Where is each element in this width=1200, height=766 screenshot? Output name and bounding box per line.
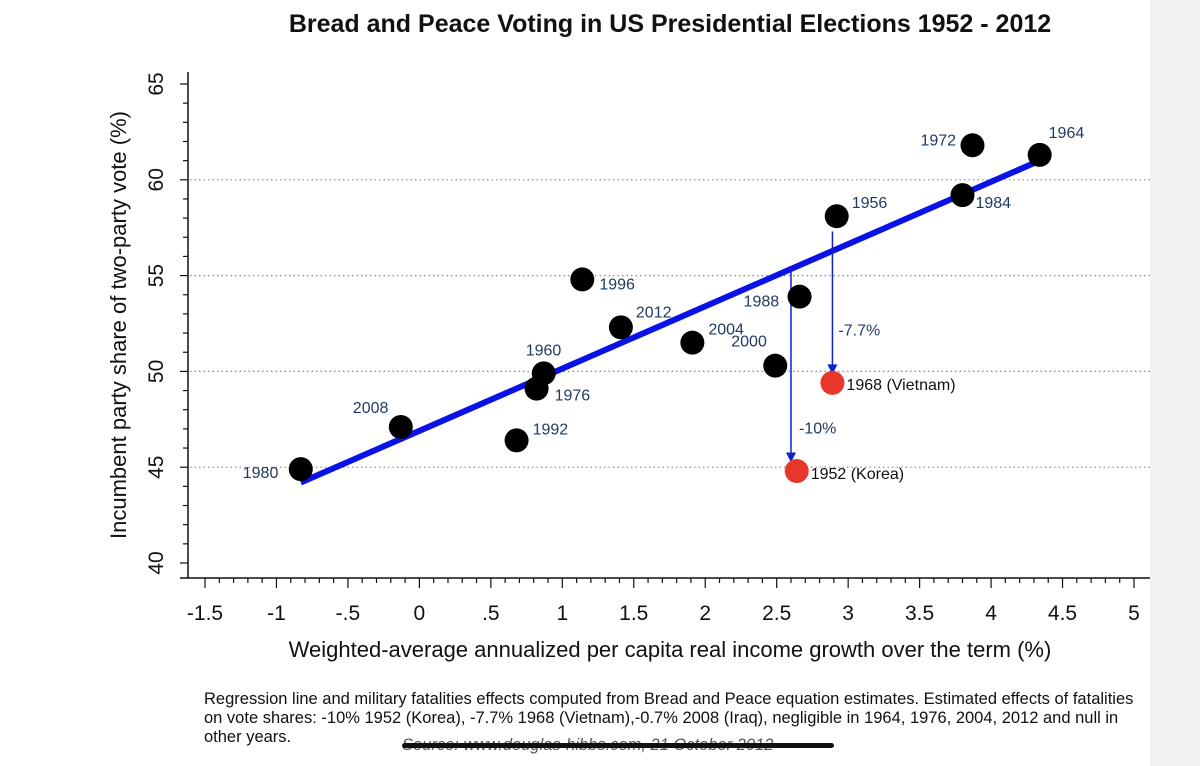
y-axis-title: Incumbent party share of two-party vote … xyxy=(106,111,131,539)
chart-caption: Regression line and military fatalities … xyxy=(204,690,1134,746)
point-label: 2004 xyxy=(708,322,744,339)
regression-line-group xyxy=(299,157,1041,486)
point-1960 xyxy=(531,361,556,386)
effect-label: -7.7% xyxy=(838,322,880,339)
y-tick-label: 55 xyxy=(145,264,168,287)
effect-arrow-head xyxy=(827,364,838,375)
x-tick-label: 4.5 xyxy=(1048,602,1077,625)
effect-label: -10% xyxy=(799,420,836,437)
point-2000 xyxy=(763,353,788,378)
point-label: 1992 xyxy=(533,421,569,438)
chart-title: Bread and Peace Voting in US Presidentia… xyxy=(289,10,1051,38)
x-tick-label: 5 xyxy=(1128,602,1140,625)
y-tick-label: 40 xyxy=(145,551,168,574)
point-label: 2008 xyxy=(353,400,389,417)
strike-through-mark xyxy=(402,743,834,748)
fatality-effect-arrows: -10% -7.7% xyxy=(785,231,880,463)
y-tick-label: 45 xyxy=(145,456,168,479)
x-tick-label: -.5 xyxy=(336,602,361,625)
x-tick-label: -1 xyxy=(267,602,286,625)
x-tick-label: 3.5 xyxy=(905,602,934,625)
point-label: 1952 (Korea) xyxy=(811,466,904,483)
point-1984 xyxy=(950,183,975,208)
point-label: 1964 xyxy=(1049,125,1085,142)
point-1980 xyxy=(288,457,313,482)
point-label: 1968 (Vietnam) xyxy=(846,377,955,394)
x-tick-label: 1 xyxy=(556,602,568,625)
point-1996 xyxy=(570,267,595,292)
point-1968 xyxy=(820,370,845,395)
point-1952 xyxy=(784,459,809,484)
y-tick-label: 60 xyxy=(145,168,168,191)
y-tick-label: 65 xyxy=(145,72,168,95)
y-tick-label: 50 xyxy=(145,360,168,383)
point-1988 xyxy=(787,284,812,309)
x-tick-label: 2 xyxy=(699,602,711,625)
point-label: 1980 xyxy=(243,465,279,482)
x-axis-ticks: -1.5 -1 -.5 0 .5 1 1.5 2 2.5 3 3.5 4 4.5 5 xyxy=(187,578,1140,625)
point-2004 xyxy=(680,330,705,355)
x-tick-label: .5 xyxy=(482,602,500,625)
point-label: 1972 xyxy=(920,132,956,149)
point-label: 2000 xyxy=(731,334,767,351)
x-tick-label: -1.5 xyxy=(187,602,223,625)
y-axis-ticks: 40 45 50 55 60 65 xyxy=(145,72,188,575)
x-tick-label: 3 xyxy=(842,602,854,625)
point-label: 2012 xyxy=(636,304,672,321)
point-label: 1996 xyxy=(599,276,635,293)
point-1956 xyxy=(824,204,849,229)
point-1992 xyxy=(504,428,529,453)
x-tick-label: 1.5 xyxy=(619,602,648,625)
point-label: 1960 xyxy=(526,342,562,359)
page: Bread and Peace Voting in US Presidentia… xyxy=(0,0,1150,766)
point-label: 1976 xyxy=(555,388,591,405)
point-label: 1988 xyxy=(744,294,780,311)
scatter-chart: Bread and Peace Voting in US Presidentia… xyxy=(106,10,1150,662)
x-tick-label: 4 xyxy=(985,602,997,625)
point-2008 xyxy=(388,414,413,439)
point-label: 1984 xyxy=(975,195,1011,212)
x-axis-title: Weighted-average annualized per capita r… xyxy=(289,637,1052,662)
point-1964 xyxy=(1027,142,1052,167)
effect-arrow-head xyxy=(785,452,796,463)
point-1972 xyxy=(960,133,985,158)
x-tick-label: 0 xyxy=(414,602,426,625)
point-2012 xyxy=(608,315,633,340)
x-tick-label: 2.5 xyxy=(762,602,791,625)
point-label: 1956 xyxy=(852,195,888,212)
regression-line xyxy=(299,157,1041,486)
